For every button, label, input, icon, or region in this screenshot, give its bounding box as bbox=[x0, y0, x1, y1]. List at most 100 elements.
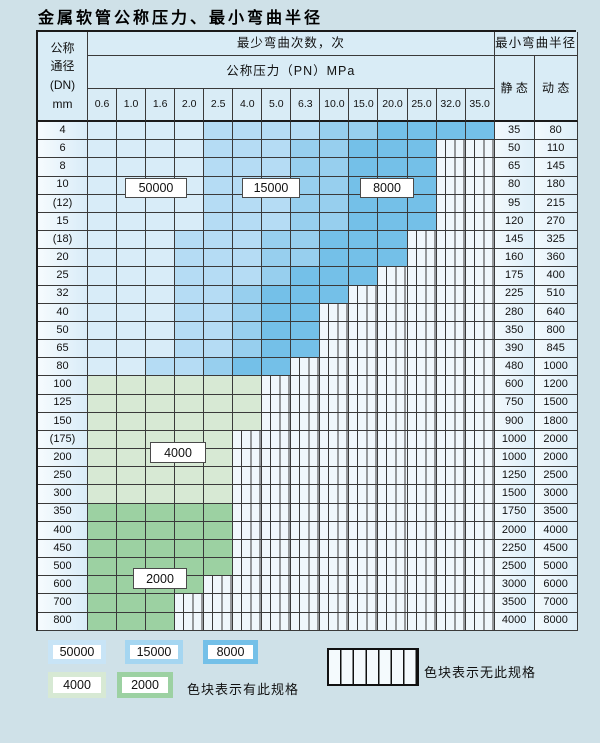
spec-cell bbox=[262, 285, 292, 304]
dn-cell: 80 bbox=[38, 358, 88, 377]
no-spec-cell bbox=[436, 467, 466, 486]
no-spec-cell bbox=[349, 539, 379, 559]
spec-cell bbox=[204, 176, 234, 195]
spec-cell bbox=[291, 212, 321, 232]
no-spec-cell bbox=[378, 285, 408, 304]
spec-cell bbox=[378, 212, 408, 232]
no-spec-cell bbox=[233, 539, 263, 559]
spec-cell bbox=[88, 231, 118, 250]
no-spec-cell bbox=[465, 267, 495, 286]
spec-cell bbox=[262, 249, 292, 268]
spec-cell bbox=[146, 376, 176, 395]
spec-cell bbox=[88, 122, 118, 141]
no-spec-cell bbox=[233, 558, 263, 577]
no-spec-cell bbox=[436, 267, 466, 286]
spec-cell bbox=[146, 394, 176, 413]
radius-header: 最小弯曲半径 bbox=[494, 32, 578, 56]
spec-cell bbox=[88, 321, 118, 341]
no-spec-cell bbox=[407, 503, 437, 522]
dynamic-value-cell: 7000 bbox=[534, 594, 578, 613]
legend-label: 8000 bbox=[208, 645, 253, 659]
pressure-tick: 10.0 bbox=[320, 89, 350, 122]
spec-cell bbox=[117, 394, 147, 413]
spec-cell bbox=[117, 612, 147, 631]
spec-cell bbox=[407, 140, 437, 159]
spec-cell bbox=[291, 340, 321, 359]
no-spec-cell bbox=[378, 558, 408, 577]
spec-cell bbox=[349, 158, 379, 177]
spec-cell bbox=[204, 212, 234, 232]
spec-cell bbox=[262, 231, 292, 250]
spec-cell bbox=[146, 412, 176, 431]
no-spec-cell bbox=[465, 558, 495, 577]
no-spec-cell bbox=[436, 412, 466, 431]
spec-cell bbox=[117, 194, 147, 213]
spec-cell bbox=[291, 158, 321, 177]
no-spec-cell bbox=[262, 612, 292, 631]
no-spec-cell bbox=[291, 358, 321, 377]
no-spec-cell bbox=[436, 340, 466, 359]
dynamic-value-cell: 1200 bbox=[534, 376, 578, 395]
static-value-cell: 120 bbox=[494, 212, 535, 232]
no-spec-cell bbox=[233, 594, 263, 613]
no-spec-cell bbox=[378, 485, 408, 504]
no-spec-cell bbox=[436, 503, 466, 522]
spec-cell bbox=[320, 231, 350, 250]
dynamic-header: 动 态 bbox=[534, 56, 578, 122]
dn-cell: 350 bbox=[38, 503, 88, 522]
spec-cell bbox=[175, 539, 205, 559]
spec-cell bbox=[204, 122, 234, 141]
no-spec-cell bbox=[291, 449, 321, 468]
no-spec-cell bbox=[407, 485, 437, 504]
spec-cell bbox=[146, 212, 176, 232]
no-spec-cell bbox=[378, 358, 408, 377]
dn-cell: 65 bbox=[38, 340, 88, 359]
spec-cell bbox=[320, 285, 350, 304]
dynamic-value-cell: 510 bbox=[534, 285, 578, 304]
spec-cell bbox=[378, 194, 408, 213]
spec-cell bbox=[204, 376, 234, 395]
spec-cell bbox=[146, 340, 176, 359]
no-spec-cell bbox=[465, 321, 495, 341]
no-spec-cell bbox=[407, 231, 437, 250]
spec-cell bbox=[378, 158, 408, 177]
spec-cell bbox=[320, 140, 350, 159]
spec-cell bbox=[204, 503, 234, 522]
spec-cell bbox=[146, 594, 176, 613]
no-spec-cell bbox=[349, 412, 379, 431]
no-spec-cell bbox=[262, 449, 292, 468]
spec-cell bbox=[349, 249, 379, 268]
no-spec-cell bbox=[349, 285, 379, 304]
static-value-cell: 1000 bbox=[494, 449, 535, 468]
spec-cell bbox=[88, 340, 118, 359]
no-spec-cell bbox=[378, 394, 408, 413]
no-spec-cell bbox=[407, 321, 437, 341]
no-spec-cell bbox=[465, 194, 495, 213]
spec-cell bbox=[117, 503, 147, 522]
pressure-tick: 1.0 bbox=[117, 89, 147, 122]
no-spec-cell bbox=[262, 521, 292, 540]
dn-cell: 6 bbox=[38, 140, 88, 159]
no-spec-cell bbox=[465, 430, 495, 450]
no-spec-cell bbox=[378, 412, 408, 431]
no-spec-cell bbox=[320, 467, 350, 486]
pressure-tick: 2.5 bbox=[204, 89, 234, 122]
spec-cell bbox=[204, 412, 234, 431]
static-value-cell: 35 bbox=[494, 122, 535, 141]
dynamic-value-cell: 400 bbox=[534, 267, 578, 286]
spec-cell bbox=[175, 467, 205, 486]
spec-cell bbox=[233, 140, 263, 159]
spec-cell bbox=[88, 576, 118, 595]
bend-cycles-header: 最少弯曲次数，次 bbox=[88, 32, 495, 56]
dn-cell: 150 bbox=[38, 412, 88, 431]
static-value-cell: 2000 bbox=[494, 521, 535, 540]
no-spec-cell bbox=[407, 249, 437, 268]
no-spec-cell bbox=[262, 503, 292, 522]
dynamic-value-cell: 110 bbox=[534, 140, 578, 159]
no-spec-cell bbox=[378, 449, 408, 468]
spec-cell bbox=[117, 485, 147, 504]
spec-cell bbox=[320, 249, 350, 268]
zone-label-2000: 2000 bbox=[133, 568, 187, 589]
static-value-cell: 225 bbox=[494, 285, 535, 304]
static-value-cell: 390 bbox=[494, 340, 535, 359]
